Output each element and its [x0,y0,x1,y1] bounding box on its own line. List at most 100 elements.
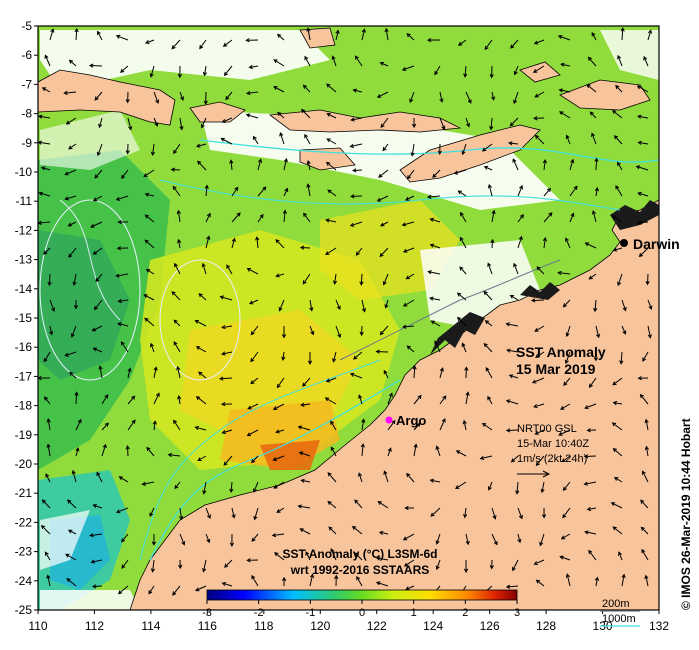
scale-arrow [517,470,551,478]
current-arrow [531,377,545,384]
current-arrow [43,351,51,363]
current-arrow [508,374,519,379]
colorbar-tick-label: -3 [202,607,212,619]
current-arrow [273,86,285,93]
current-arrow [543,212,553,223]
lat-tick-label: -14 [15,282,33,296]
current-arrow [282,209,287,223]
current-arrow [562,507,571,519]
current-arrow [120,65,129,73]
current-arrow [281,576,287,587]
current-arrow [635,165,649,171]
current-arrow [510,39,519,49]
current-arrow [304,55,311,67]
current-arrow [304,133,311,145]
current-arrow [149,507,155,518]
colorbar-tick-label: 0 [359,607,365,619]
current-arrow [92,347,103,353]
current-arrow [305,551,311,561]
current-arrow [332,273,338,285]
current-arrow [223,65,233,77]
current-arrow [46,443,51,457]
current-arrow [375,349,389,354]
current-arrow [101,394,109,405]
current-arrow [406,472,415,483]
current-arrow [151,533,157,546]
current-arrow [143,294,155,301]
current-arrow [617,161,623,171]
current-arrow [512,158,519,171]
current-arrow [327,189,337,197]
current-arrow [149,342,155,353]
current-arrow [403,559,415,567]
current-arrow [231,237,236,249]
current-arrow [429,217,441,223]
current-arrow [349,143,363,148]
current-arrow [620,27,625,41]
current-arrow [67,529,77,535]
current-arrow [200,117,207,129]
current-arrow [465,117,470,128]
darwin-label: Darwin [633,236,680,252]
current-arrow [202,559,207,573]
current-arrow [330,548,337,561]
current-arrow [178,559,183,570]
current-arrow [354,499,363,509]
current-arrow [647,299,653,310]
current-arrow [534,134,545,145]
current-arrow [257,213,264,223]
current-arrow [359,273,364,286]
colorbar-tick-label: 3 [514,607,520,619]
current-arrow [377,501,389,509]
current-arrow [636,85,649,93]
current-arrow [125,445,130,457]
current-arrow [505,399,519,405]
current-arrow [73,299,79,310]
current-arrow [148,585,155,595]
current-arrow [179,117,184,131]
current-arrow [66,578,77,587]
current-arrow [612,526,623,535]
bathymetry-contours [39,139,659,561]
current-arrow [65,117,77,125]
current-arrow [229,159,234,171]
current-arrow [491,91,496,101]
current-arrow [49,299,56,312]
current-arrow [534,429,545,435]
current-arrow [355,247,363,256]
current-arrow [303,212,311,223]
current-arrow [532,65,545,73]
current-arrow [509,117,519,127]
current-arrow [352,88,363,93]
current-arrow [74,27,79,41]
current-arrow [174,262,181,275]
current-arrow [489,65,494,79]
current-arrow [465,91,472,104]
current-arrow [637,191,649,197]
current-arrow [178,507,184,521]
current-arrow [144,192,155,197]
current-arrow [167,452,181,458]
current-arrow [613,477,623,483]
current-arrow [588,549,597,561]
current-arrow [195,346,207,353]
lat-tick-label: -17 [15,369,33,383]
current-arrow [351,525,363,535]
current-arrow [250,377,259,385]
current-arrow [484,39,493,51]
current-arrow [460,211,467,223]
current-arrow [153,91,160,104]
current-arrow [487,481,493,491]
current-arrow [402,299,415,307]
current-arrow [642,351,649,362]
current-arrow [560,62,571,67]
current-arrow [127,419,136,431]
current-arrow [92,195,103,202]
current-arrow [533,559,545,565]
current-arrow [279,132,285,145]
current-arrow [117,298,129,304]
current-arrow [540,481,545,494]
current-arrow [465,391,470,405]
current-arrow [534,91,545,98]
